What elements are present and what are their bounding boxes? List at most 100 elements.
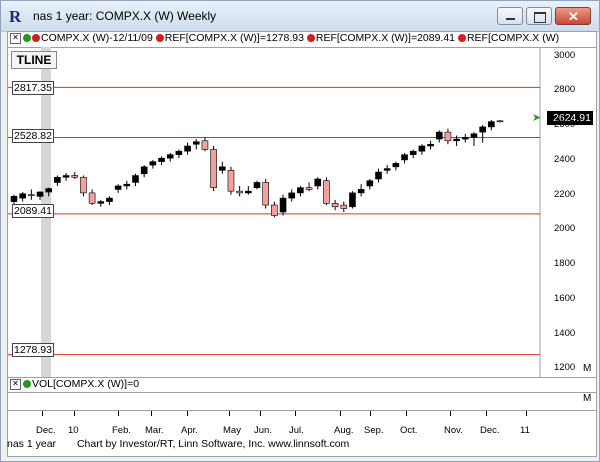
candle-body [392,163,400,168]
x-tick-mark [450,411,451,416]
candle-body [314,178,322,187]
ref3-label[interactable]: REF[COMPX.X (W) [466,32,560,45]
volume-color-icon [23,380,31,389]
y-tick-label: 1200 [554,362,576,374]
y-tick-label: 2400 [554,153,576,165]
footer: nas 1 year Chart by Investor/RT, Linn So… [7,438,349,450]
level-label-1278: 1278.93 [12,343,54,357]
candle-body [444,131,452,142]
candle-body [28,194,35,196]
price-arrow-icon: ➤ [532,112,542,124]
x-tick-label: Feb. [112,425,132,436]
candle-body [201,140,209,150]
x-tick-label: Apr. [181,425,198,436]
current-price-label: 2624.91 [547,111,593,125]
x-tick-label: Nov. [444,425,463,436]
y-tick-label: 2000 [554,223,576,235]
candle-body [10,196,18,202]
x-tick-mark [295,411,296,416]
linn-r-icon[interactable]: R [9,7,22,26]
minimize-icon [506,18,515,20]
x-tick-mark [118,411,119,416]
candle-body [340,204,348,209]
x-tick-mark [260,411,261,416]
close-pane-icon[interactable]: ✕ [10,32,21,44]
series-color-icon [23,34,31,43]
price-chart[interactable] [8,47,596,377]
level-label-2817: 2817.35 [12,81,54,95]
minimize-button[interactable] [497,7,523,25]
x-tick-mark [151,411,152,416]
candle-body [409,150,417,155]
price-m-label: M [583,363,592,374]
candle-body [36,191,44,197]
maximize-button[interactable] [526,7,552,25]
x-tick-label: 11 [520,425,530,436]
candle-body [45,188,53,193]
ref1-label[interactable]: REF[COMPX.X (W)]=1278.93 [164,32,304,45]
candle-body [245,190,252,194]
x-tick-mark [74,411,75,416]
title-bar: R nas 1 year: COMPX.X (W) Weekly ✕ [1,1,599,32]
y-tick-label: 1800 [554,258,576,270]
x-tick-mark [406,411,407,416]
y-tick-label: 1600 [554,292,576,304]
chart-legend: ✕ COMPX.X (W)-12/11/09 REF[COMPX.X (W)]=1… [8,32,596,48]
candle-body [496,120,504,123]
candle-body [114,185,122,190]
candle-body [80,176,87,194]
x-tick-label: Sep. [364,425,384,436]
candle-body [184,145,191,152]
volume-label[interactable]: VOL[COMPX.X (W)]=0 [32,378,140,390]
tline-button[interactable]: TLINE [11,51,57,69]
y-tick-label: 2600 [554,119,576,131]
candle-body [375,171,382,180]
candle-body [158,157,165,162]
x-tick-mark [486,411,487,416]
chart-pane[interactable]: ✕ COMPX.X (W)-12/11/09 REF[COMPX.X (W)]=1… [7,31,597,457]
level-label-2528: 2528.82 [12,129,54,143]
candle-body [262,182,269,206]
candle-body [470,133,478,138]
candle-body [488,121,495,128]
candle-body [218,166,226,171]
x-tick-label: Dec. [36,425,56,436]
series-label[interactable]: COMPX.X (W)-12/11/09 [41,32,153,45]
candle-body [461,137,469,140]
candle-body [323,180,330,204]
candle-body [210,149,217,188]
candle-body [357,189,365,194]
candle-body [253,182,261,188]
footer-credit: Chart by Investor/RT, Linn Software, Inc… [76,438,350,450]
candle-body [62,175,70,178]
candle-body [166,154,174,159]
candle-body [123,183,131,187]
x-tick-mark [340,411,341,416]
candle-body [271,204,278,216]
x-tick-mark [526,411,527,416]
candle-body [19,193,26,199]
candle-body [236,190,243,194]
y-tick-label: 2200 [554,188,576,200]
level-label-2089: 2089.41 [12,204,54,218]
ref3-color-icon [457,34,466,43]
x-tick-label: May [223,425,241,436]
x-axis: Dec. 10 Feb. Mar. Apr. May Jun. Jul. Aug. Sep. Oct… [8,410,596,439]
candle-body [140,166,148,175]
candle-body [305,187,313,190]
volume-m-label: M [583,393,592,404]
close-volume-pane-icon[interactable]: ✕ [10,378,21,390]
x-tick-mark [187,411,188,416]
candle-body [435,131,443,140]
candle-body [427,143,434,147]
candle-body [418,145,426,152]
candle-body [383,168,391,171]
close-button[interactable]: ✕ [555,7,591,25]
candle-body [227,170,235,192]
candle-body [88,192,96,204]
candle-body [479,126,486,133]
volume-legend: ✕ VOL[COMPX.X (W)]=0 [8,377,596,393]
ref2-label[interactable]: REF[COMPX.X (W)]=2089.41 [315,32,456,45]
candle-body [288,192,296,199]
